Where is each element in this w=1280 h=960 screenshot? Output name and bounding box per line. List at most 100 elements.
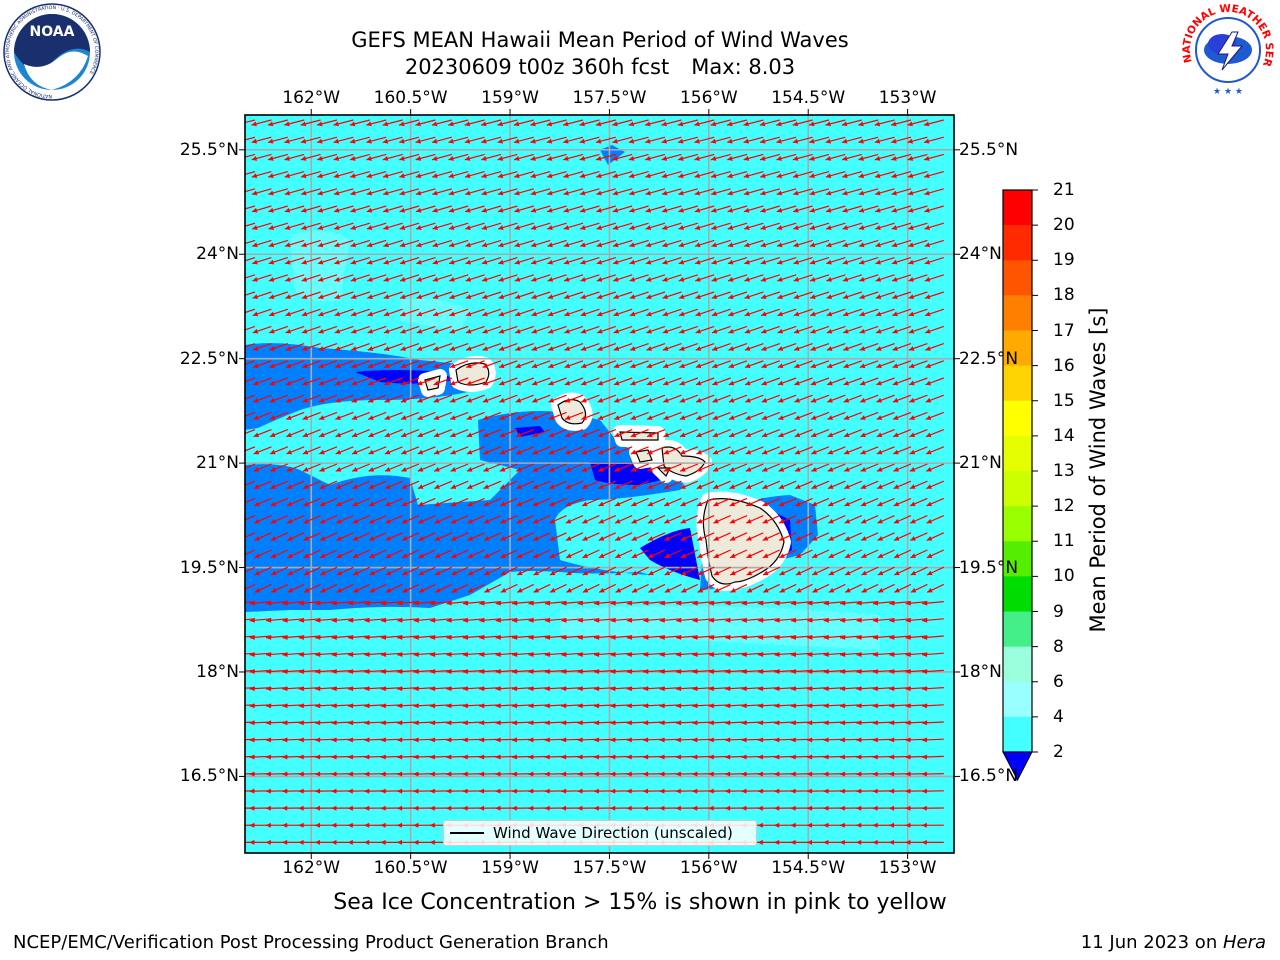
wave-direction-arrowhead: [251, 156, 258, 161]
wave-direction-arrowhead: [498, 259, 504, 265]
wave-direction-arrowhead: [727, 225, 734, 230]
wave-direction-arrowhead: [908, 276, 914, 282]
wave-direction-arrowhead: [843, 397, 850, 403]
wave-direction-arrowhead: [643, 634, 649, 640]
wave-direction-arrowhead: [413, 703, 419, 709]
wave-direction-arrowhead: [364, 720, 370, 726]
wave-direction-arrowhead: [319, 484, 326, 489]
wave-direction-arrowhead: [532, 518, 539, 524]
wave-direction-arrowhead: [254, 587, 261, 593]
wave-direction-arrowhead: [265, 703, 272, 709]
lon-tick-label-top: 154.5°W: [771, 88, 846, 108]
wave-direction-arrowhead: [446, 669, 452, 675]
wave-direction-arrowhead: [561, 754, 567, 760]
wave-direction-arrowhead: [630, 449, 637, 455]
lat-tick-label-left: 22.5°N: [179, 348, 239, 369]
wave-direction-arrowhead: [514, 190, 520, 196]
wave-direction-arrowhead: [728, 311, 734, 317]
wave-direction-arrowhead: [594, 634, 600, 640]
wave-direction-arrowhead: [514, 294, 521, 300]
wave-direction-arrowhead: [613, 363, 620, 369]
wave-direction-arrowhead: [236, 312, 242, 317]
wave-direction-arrowhead: [579, 121, 585, 127]
nws-logo: NATIONAL WEATHER SERVICE ★ ★ ★: [1178, 2, 1275, 97]
wave-direction-arrowhead: [792, 173, 799, 179]
wave-direction-arrowhead: [711, 328, 718, 334]
wave-direction-arrowhead: [368, 415, 374, 420]
wave-direction-arrowhead: [544, 720, 550, 726]
wave-direction-arrowhead: [664, 553, 671, 558]
wave-direction-arrowhead: [761, 432, 768, 438]
wave-direction-arrowhead: [434, 553, 441, 558]
wave-direction-arrowhead: [597, 397, 604, 403]
wave-direction-arrowhead: [596, 225, 602, 230]
wave-direction-arrowhead: [397, 720, 403, 726]
wave-direction-arrowhead: [678, 173, 684, 179]
wave-direction-arrowhead: [462, 686, 468, 692]
wave-direction-arrowhead: [679, 397, 686, 403]
wave-direction-arrowhead: [692, 788, 698, 794]
wave-direction-arrowhead: [465, 276, 472, 282]
wave-direction-arrowhead: [614, 518, 621, 524]
wave-direction-arrowhead: [561, 805, 567, 811]
wave-direction-arrowhead: [610, 771, 616, 777]
wave-direction-arrowhead: [284, 207, 291, 213]
wave-direction-arrowhead: [593, 805, 599, 811]
wave-direction-arrowhead: [790, 788, 796, 794]
wave-direction-arrowhead: [284, 138, 290, 144]
wave-direction-arrowhead: [320, 587, 326, 593]
wave-direction-arrowhead: [351, 311, 357, 317]
wave-direction-arrowhead: [692, 651, 698, 657]
wave-direction-arrowhead: [777, 380, 784, 386]
wave-direction-arrowhead: [872, 617, 879, 623]
wave-direction-arrowhead: [564, 380, 571, 386]
wave-direction-arrowhead: [249, 703, 255, 709]
wave-direction-arrowhead: [794, 380, 800, 386]
wave-direction-arrow: [245, 618, 256, 621]
wave-direction-arrowhead: [905, 822, 911, 828]
wave-direction-arrowhead: [725, 788, 731, 794]
wave-direction-arrowhead: [284, 121, 290, 127]
wave-direction-arrowhead: [429, 839, 435, 845]
wave-direction-arrowhead: [369, 553, 375, 558]
wave-direction-arrowhead: [303, 536, 310, 541]
wave-direction-arrowhead: [564, 311, 570, 317]
wave-direction-arrowhead: [696, 518, 703, 524]
wave-direction-arrowhead: [548, 415, 555, 420]
wave-direction-arrowhead: [790, 617, 797, 623]
wave-direction-arrowhead: [647, 536, 654, 541]
wave-direction-arrowhead: [760, 156, 766, 161]
island-hawaii: [702, 498, 785, 585]
wave-direction-arrowhead: [269, 397, 276, 403]
wave-direction-arrowhead: [861, 553, 867, 558]
wave-direction-arrowhead: [366, 242, 373, 248]
wave-direction-arrowhead: [613, 259, 619, 265]
wave-direction-arrowhead: [910, 587, 917, 593]
wave-direction-arrowhead: [675, 737, 681, 743]
wave-direction-arrowhead: [282, 737, 288, 743]
wave-direction-arrowhead: [352, 501, 359, 507]
wave-direction-arrowhead: [626, 805, 632, 811]
wave-direction-arrowhead: [333, 156, 340, 161]
wave-direction-arrowhead: [399, 259, 406, 265]
wave-direction-arrowhead: [268, 173, 274, 179]
wave-direction-arrowhead: [875, 328, 882, 334]
wave-direction-arrowhead: [810, 380, 817, 386]
wave-direction-arrowhead: [416, 311, 423, 317]
wave-direction-arrowhead: [921, 686, 928, 692]
wave-direction-arrowhead: [664, 570, 671, 576]
wave-direction-arrowhead: [495, 669, 501, 675]
wave-direction-arrowhead: [776, 156, 782, 161]
wave-direction-arrowhead: [448, 242, 455, 248]
wave-direction-arrowhead: [763, 587, 769, 593]
wave-direction-arrowhead: [630, 380, 636, 386]
wave-direction-arrowhead: [859, 276, 865, 282]
wave-direction-arrowhead: [318, 397, 325, 403]
wave-direction-arrowhead: [842, 276, 849, 282]
wave-direction-arrowhead: [741, 788, 747, 794]
wave-direction-arrowhead: [844, 536, 851, 541]
wave-direction-arrowhead: [612, 242, 619, 248]
wave-direction-arrowhead: [236, 208, 241, 213]
wave-direction-arrowhead: [778, 397, 784, 403]
